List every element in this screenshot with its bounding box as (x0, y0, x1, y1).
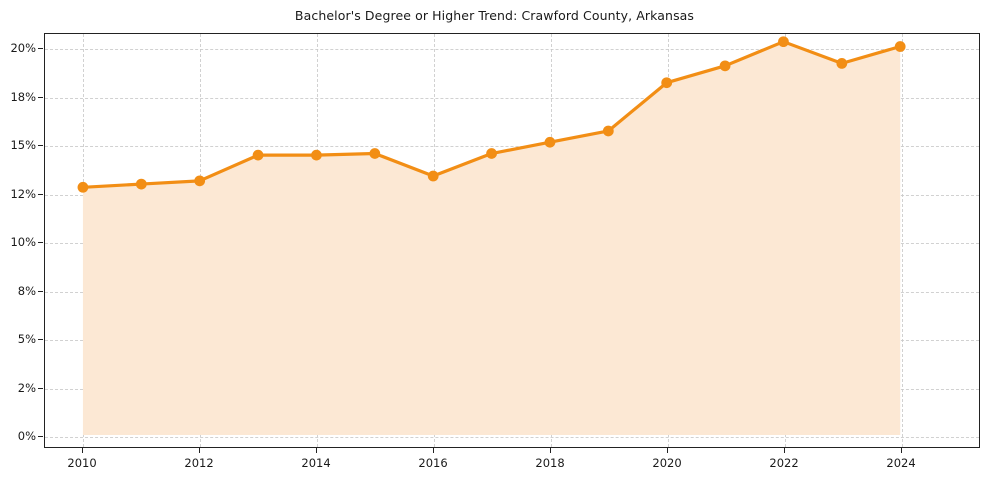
y-axis-tick-mark (38, 387, 43, 389)
x-axis-tick-mark (901, 448, 903, 453)
gridline-horizontal (45, 437, 979, 438)
y-axis-tick-mark (38, 48, 43, 49)
gridline-vertical (902, 34, 904, 447)
data-point-marker (311, 149, 322, 161)
data-point-marker (602, 125, 614, 137)
y-axis-tick-mark (38, 436, 43, 437)
y-axis-tick-label: 5% (17, 332, 36, 346)
x-axis-tick-label: 2010 (67, 456, 97, 470)
data-point-marker (135, 178, 147, 190)
y-axis-tick-label: 2% (17, 380, 36, 395)
y-axis-tick-label: 0% (17, 429, 36, 443)
y-axis-tick-label: 8% (17, 283, 36, 298)
x-axis-tick-label: 2024 (886, 456, 916, 470)
x-axis-tick-label: 2020 (652, 456, 682, 470)
x-axis-tick-marks (44, 448, 980, 456)
x-axis-tick-label: 2018 (535, 456, 565, 470)
y-axis-tick-mark (38, 96, 43, 98)
y-axis-tick-label: 12% (10, 186, 36, 201)
data-point-marker (77, 181, 89, 193)
x-axis-tick-label: 2022 (769, 456, 799, 470)
x-axis-tick-mark (667, 448, 669, 453)
plot-inner (45, 34, 979, 447)
x-axis-tick-label: 2014 (301, 456, 331, 470)
y-axis-tick-mark (38, 145, 43, 146)
data-point-marker (194, 175, 206, 187)
y-axis-tick-labels: 0% 2% 5% 8% 10% 12% 15% 18% 20% (0, 33, 36, 448)
data-point-marker (427, 170, 439, 182)
y-axis-tick-label: 20% (10, 41, 36, 55)
data-point-marker (719, 60, 731, 72)
data-point-marker (778, 36, 789, 48)
gridline-horizontal (45, 97, 979, 99)
plot-area (44, 33, 980, 448)
x-axis-tick-mark (433, 448, 435, 453)
y-axis-tick-marks (0, 33, 44, 448)
x-axis-tick-mark (316, 448, 318, 453)
y-axis-tick-mark (38, 242, 43, 243)
x-axis-tick-labels: 2010 2012 2014 2016 2018 2020 2022 2024 (44, 450, 980, 480)
x-axis-tick-mark (550, 448, 552, 453)
data-point-marker (661, 77, 673, 89)
data-point-marker (252, 149, 264, 161)
data-point-marker (544, 136, 556, 148)
chart-title: Bachelor's Degree or Higher Trend: Crawf… (294, 8, 695, 23)
gridline-horizontal (45, 146, 979, 147)
data-point-marker (369, 148, 381, 159)
data-point-marker (486, 148, 497, 159)
y-axis-tick-label: 15% (10, 138, 36, 152)
gridline-horizontal (45, 49, 979, 50)
x-axis-tick-mark (784, 448, 786, 453)
x-axis-tick-label: 2012 (184, 456, 214, 470)
y-axis-tick-mark (38, 193, 43, 195)
data-point-marker (836, 58, 848, 69)
line-series-svg (77, 36, 906, 436)
y-axis-tick-label: 18% (10, 89, 36, 104)
x-axis-tick-mark (82, 448, 84, 453)
y-axis-tick-mark (38, 290, 43, 292)
x-axis-tick-label: 2016 (418, 456, 448, 470)
x-axis-tick-mark (199, 448, 201, 453)
y-axis-tick-label: 10% (10, 235, 36, 249)
y-axis-tick-mark (38, 339, 43, 340)
data-point-marker (894, 41, 906, 52)
area-fill (82, 41, 901, 436)
